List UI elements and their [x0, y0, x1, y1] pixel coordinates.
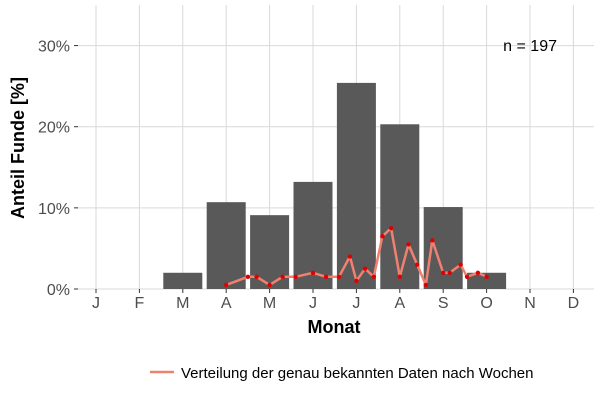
- x-tick-label: J: [352, 295, 360, 312]
- bar-S: [423, 207, 463, 289]
- weekly-point: [484, 274, 489, 280]
- weekly-point: [245, 274, 251, 280]
- x-tick-label: J: [92, 295, 100, 312]
- x-tick-label: F: [135, 295, 145, 312]
- weekly-point: [336, 274, 342, 280]
- weekly-point: [388, 225, 394, 231]
- weekly-point: [423, 282, 429, 288]
- y-axis-title: Anteil Funde [%]: [8, 77, 28, 219]
- x-tick-label: D: [568, 295, 580, 312]
- x-tick-label: M: [176, 295, 189, 312]
- weekly-point: [475, 270, 481, 275]
- y-tick-label: 0%: [47, 282, 70, 299]
- bar-A: [206, 202, 246, 289]
- axes: J F M A M J J A S O N D 0% 10% 20% 30%: [38, 39, 579, 312]
- weekly-line: [224, 225, 489, 288]
- x-tick-label: M: [263, 295, 276, 312]
- weekly-point: [414, 262, 420, 267]
- weekly-point: [280, 274, 285, 280]
- bar-M: [163, 272, 203, 289]
- weekly-point: [464, 274, 470, 280]
- y-tick-label: 10%: [38, 201, 70, 218]
- weekly-point: [310, 270, 316, 275]
- weekly-point: [430, 238, 435, 243]
- weekly-point: [354, 278, 359, 284]
- y-tick-label: 30%: [38, 39, 70, 56]
- bar-O: [467, 272, 507, 289]
- x-tick-label: A: [394, 295, 405, 312]
- weekly-point: [293, 274, 298, 280]
- weekly-point: [362, 266, 368, 271]
- weekly-point: [224, 282, 229, 288]
- y-tick-label: 20%: [38, 120, 70, 137]
- weekly-point: [447, 270, 452, 275]
- weekly-point: [397, 274, 402, 280]
- weekly-point: [441, 270, 446, 275]
- weekly-point: [323, 274, 329, 280]
- x-tick-label: N: [524, 295, 536, 312]
- grid: [78, 5, 594, 290]
- bars: [163, 82, 507, 289]
- annotation: n = 197: [503, 38, 557, 55]
- legend: Verteilung der genau bekannten Daten nac…: [150, 365, 534, 382]
- weekly-point: [371, 274, 376, 280]
- x-tick-label: O: [480, 295, 492, 312]
- x-tick-label: J: [309, 295, 317, 312]
- legend-label: Verteilung der genau bekannten Daten nac…: [181, 365, 534, 382]
- weekly-point: [254, 274, 259, 280]
- x-tick-label: S: [438, 295, 449, 312]
- weekly-point: [458, 262, 463, 267]
- bar-J: [336, 82, 376, 289]
- bar-A: [380, 124, 420, 289]
- weekly-point: [347, 254, 353, 259]
- x-axis-title: Monat: [308, 317, 361, 337]
- weekly-point: [406, 242, 411, 247]
- x-tick-label: A: [221, 295, 232, 312]
- weekly-point: [267, 282, 272, 288]
- weekly-point: [380, 234, 385, 239]
